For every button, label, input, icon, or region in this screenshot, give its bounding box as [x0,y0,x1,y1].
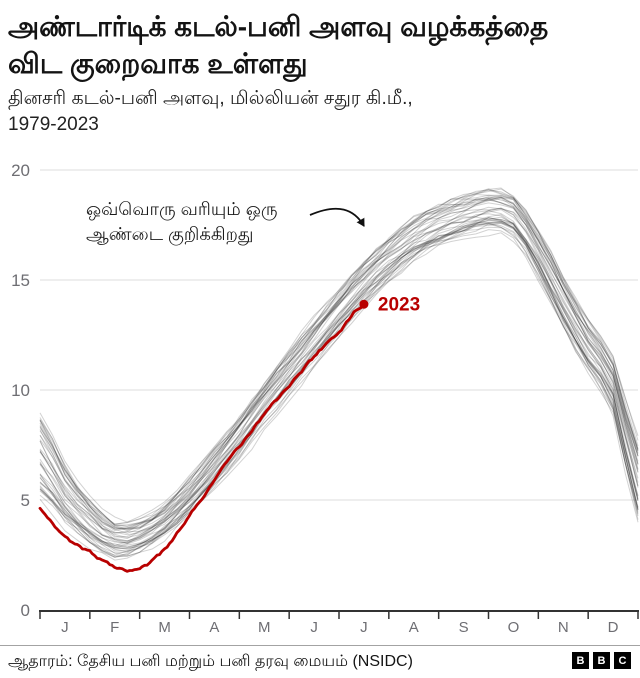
month-label: A [409,619,419,636]
annotation-line-2: ஆண்டை குறிக்கிறது [86,224,254,244]
gridlines [40,169,638,501]
series-2023-endpoint-dot [359,299,369,309]
year-line [39,222,639,544]
annotation-line-1: ஒவ்வொரு வரியும் ஒரு [86,199,278,219]
annotation-note: ஒவ்வொரு வரியும் ஒரு ஆண்டை குறிக்கிறது [86,197,326,247]
year-line [39,217,639,552]
y-tick-label: 20 [11,161,30,180]
year-line [39,189,639,527]
year-line [39,202,639,534]
year-line [39,187,639,532]
footer-divider [0,645,640,646]
year-line [39,207,639,534]
bbc-logo-block-3: C [614,652,631,669]
year-line [39,196,639,540]
year-line [39,222,639,554]
year-line [39,221,639,557]
source-text: ஆதாரம்: தேசிய பனி மற்றும் பனி தரவு மையம்… [8,653,413,670]
year-line [39,188,639,523]
year-line [39,229,639,558]
month-label: F [110,619,119,636]
year-line [39,189,639,528]
year-line [39,223,639,550]
axes: 0 5 10 15 20 J F M A M J J A S O N D [11,161,639,636]
year-line [39,217,639,548]
month-label: O [508,619,520,636]
year-line [39,208,639,536]
chart-title-line-1: அண்டார்டிக் கடல்-பனி அளவு வழக்கத்தை [8,11,549,42]
month-label: M [258,619,271,636]
month-label: N [558,619,569,636]
year-line [39,206,639,542]
chart-overlay: 2023 [38,207,420,573]
year-line [39,222,639,550]
year-line [39,196,639,531]
annotation-arrow-icon [309,207,365,227]
year-line [39,199,639,530]
month-label: J [310,619,318,636]
year-line [39,223,639,556]
year-line [39,210,639,546]
month-label: A [209,619,219,636]
year-line [39,209,639,548]
year-line [39,194,639,525]
year-line [39,193,639,529]
month-label: J [61,619,69,636]
y-tick-label: 15 [11,271,30,290]
chart-subtitle-line-1: தினசரி கடல்-பனி அளவு, மில்லியன் சதுர கி.… [8,88,413,109]
year-line [39,220,639,556]
year-line [39,196,639,531]
year-line [39,213,639,543]
y-tick-label: 5 [21,491,30,510]
year-line [39,226,639,561]
bbc-logo: B B C [572,652,631,669]
year-line [39,198,639,538]
year-line [39,219,639,549]
year-line [39,188,639,530]
month-label: J [360,619,368,636]
year-line [39,216,639,544]
year-line [39,194,639,525]
year-line [39,197,639,534]
bbc-logo-block-2: B [593,652,610,669]
month-label: M [158,619,171,636]
chart-title-line-2: விட குறைவாக உள்ளது [8,48,308,79]
chart-subtitle: தினசரி கடல்-பனி அளவு, மில்லியன் சதுர கி.… [8,86,634,138]
year-line [39,217,639,549]
year-lines [39,187,639,561]
month-label: D [608,619,619,636]
year-line [39,197,639,526]
series-2023-label: 2023 [378,295,420,316]
chart-subtitle-line-2: 1979-2023 [8,114,99,135]
y-tick-label: 10 [11,381,30,400]
bbc-logo-block-1: B [572,652,589,669]
y-tick-label: 0 [21,601,30,620]
year-line [39,213,639,545]
series-2023-line [38,304,366,573]
year-line [39,218,639,559]
year-line [39,196,639,530]
year-line [39,207,639,542]
chart-title: அண்டார்டிக் கடல்-பனி அளவு வழக்கத்தை விட … [8,8,634,82]
month-label: S [459,619,469,636]
year-line [39,216,639,553]
year-line [39,198,639,539]
